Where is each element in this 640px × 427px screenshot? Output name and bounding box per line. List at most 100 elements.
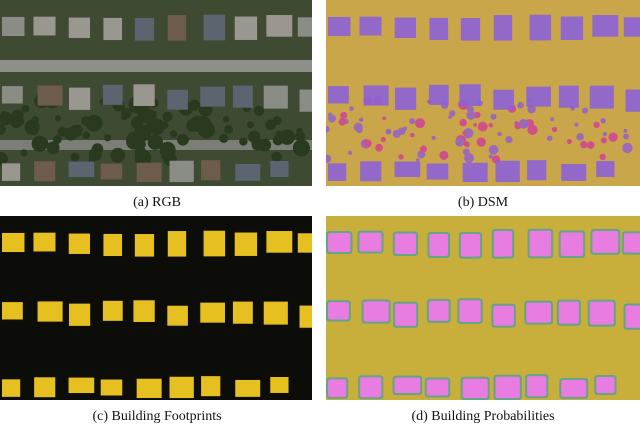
building [235,163,261,181]
building [33,232,56,252]
tree [409,132,415,138]
building [460,234,481,257]
building [37,85,63,106]
tree [600,137,607,144]
building [460,18,481,41]
tree [52,135,62,144]
building [167,89,188,110]
building [560,16,584,40]
tree [134,146,147,158]
tree [466,110,476,120]
building [2,379,21,397]
tree [477,121,488,132]
building [263,85,288,109]
tree [239,137,248,146]
tree [349,106,354,111]
building [68,303,91,326]
building [297,17,312,37]
tree [476,137,486,147]
building [136,378,162,399]
tree [70,152,80,162]
building [529,14,552,41]
tree [189,115,206,132]
building [133,84,155,106]
tree [35,136,49,150]
tree [382,116,387,121]
tree [517,103,522,109]
building [526,86,551,107]
tree [518,118,529,129]
tree [147,134,163,150]
probability-image [326,216,640,400]
building [103,17,123,41]
tree [576,133,584,141]
tree [375,143,383,152]
tree [0,110,8,119]
tree [593,121,600,129]
tree [459,118,467,127]
building [429,17,449,41]
building [394,233,417,254]
tree [169,130,178,138]
building [328,16,351,37]
tree [222,116,230,123]
building [596,377,615,393]
road [0,60,312,72]
building [558,301,579,324]
building [133,300,155,322]
tree [622,142,633,154]
tree [551,126,558,133]
tree [137,107,153,123]
building [623,233,640,253]
building [103,233,123,257]
tree [247,130,261,144]
building [592,231,619,253]
tree [85,114,103,132]
building [134,234,155,257]
tree [327,112,333,117]
tree [546,135,553,142]
building [68,377,95,394]
tree [416,158,420,162]
tree [224,125,233,134]
tree [505,136,513,144]
tree [574,122,579,127]
tree [455,137,465,147]
tree [21,104,30,113]
tree [279,129,295,145]
building [527,160,547,181]
caption: (d) Building Probabilities [411,409,555,424]
tree [420,145,427,153]
tree [462,148,470,156]
tree [272,135,284,146]
building [232,85,253,108]
tree [464,153,475,164]
building [2,232,25,253]
building [100,379,123,396]
tree [488,145,499,155]
tree [135,129,142,137]
tree [602,131,608,137]
tree [104,134,112,142]
caption: (a) RGB [133,195,181,210]
building [34,377,56,398]
building [394,377,421,394]
building [68,161,95,178]
tree [488,123,494,128]
tree [271,151,282,163]
building [37,301,63,322]
building [234,232,258,256]
building [201,160,221,181]
tree [358,117,364,122]
tree [91,143,104,155]
tree [462,131,467,135]
tree [219,133,229,143]
building [625,305,640,328]
tree [497,131,502,137]
tree [295,131,306,142]
building [266,15,293,37]
tree [449,110,456,117]
building [2,163,21,181]
tree [385,128,392,135]
tree [415,118,426,129]
